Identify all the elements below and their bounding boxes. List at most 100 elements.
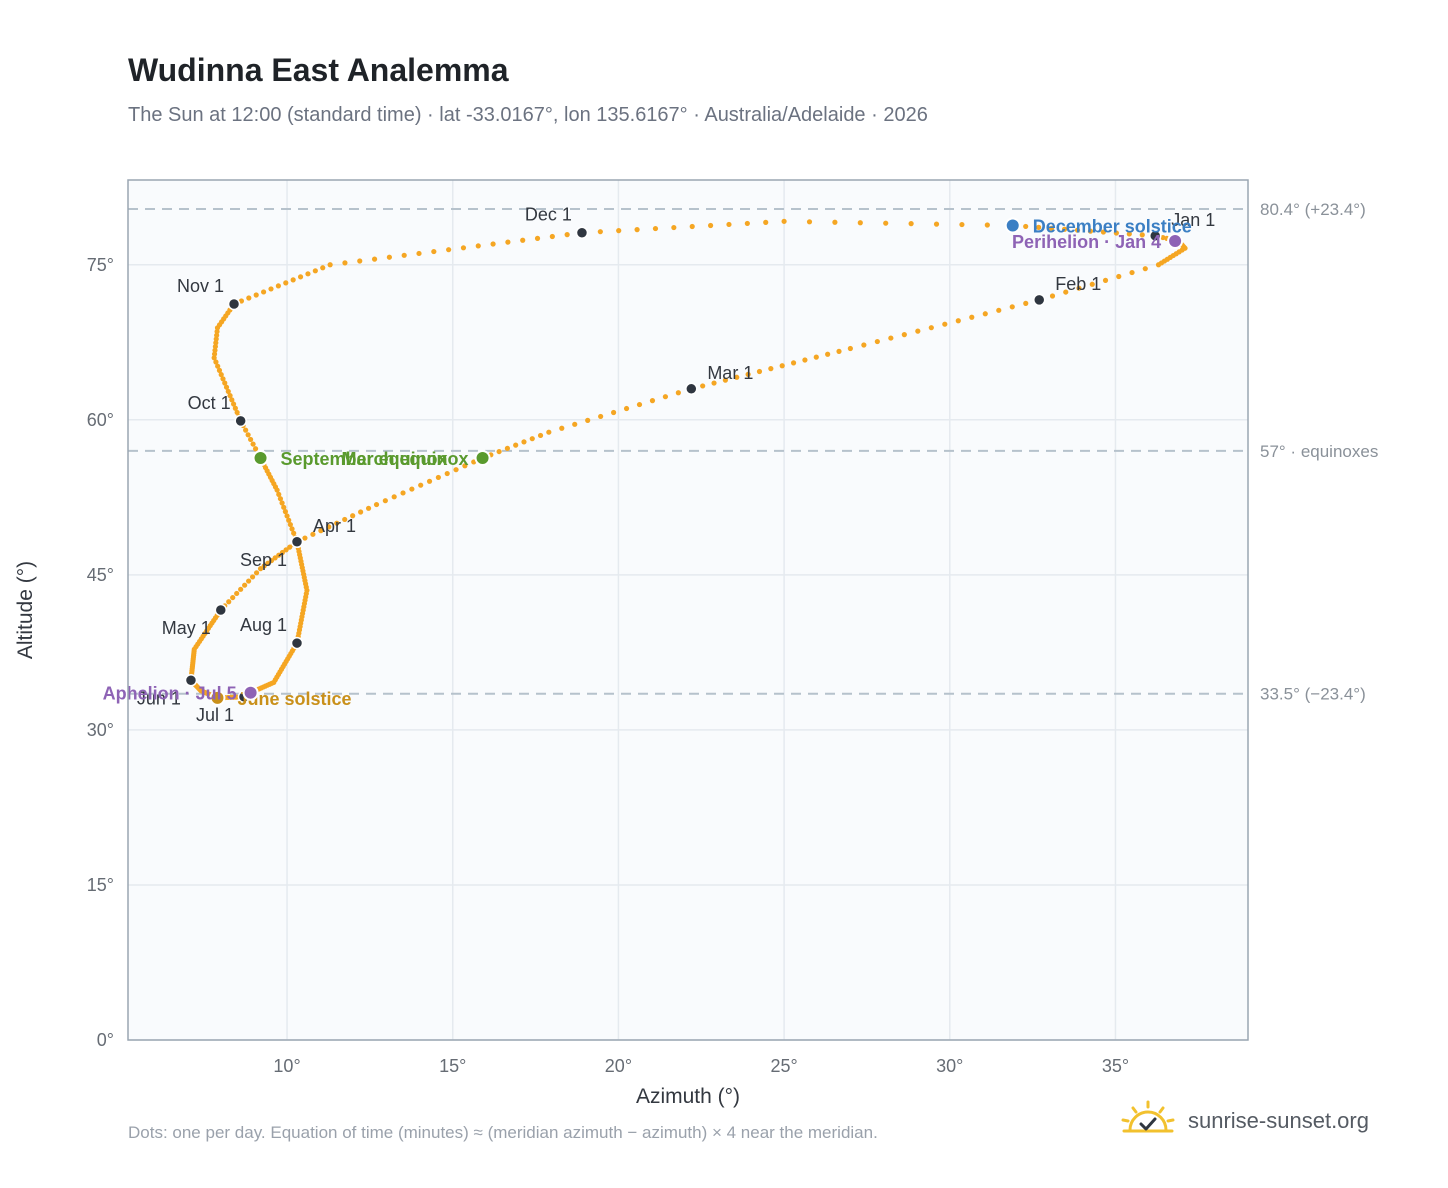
daily-sun-dot <box>1116 273 1122 280</box>
daily-sun-dot <box>745 371 751 378</box>
daily-sun-dot <box>1048 225 1055 231</box>
daily-sun-dot <box>490 241 496 247</box>
daily-sun-dot <box>213 340 219 346</box>
daily-sun-dot <box>942 321 948 327</box>
daily-sun-dot <box>418 482 424 488</box>
daily-sun-dot <box>636 401 643 408</box>
daily-sun-dot <box>763 219 769 225</box>
month-label: Jan 1 <box>1171 210 1215 230</box>
daily-sun-dot <box>933 221 940 227</box>
daily-sun-dot <box>1061 226 1068 232</box>
daily-sun-dot <box>572 421 578 427</box>
daily-sun-dot <box>357 258 363 264</box>
event-dot <box>252 450 269 467</box>
daily-sun-dot <box>213 359 219 365</box>
x-tick-label: 15° <box>439 1056 466 1076</box>
daily-sun-dot <box>1113 230 1119 236</box>
daily-sun-dot <box>358 509 364 515</box>
daily-sun-dot <box>426 478 433 484</box>
daily-sun-dot <box>212 347 218 353</box>
daily-sun-dot <box>475 243 481 249</box>
daily-sun-dot <box>1139 232 1145 238</box>
daily-sun-dot <box>901 332 907 338</box>
daily-sun-dot <box>253 570 260 576</box>
daily-sun-dot <box>211 351 218 357</box>
daily-sun-dot <box>1100 229 1107 235</box>
month-dot <box>1032 293 1046 307</box>
month-dot <box>575 226 589 239</box>
month-label: Mar 1 <box>707 363 753 383</box>
daily-sun-dot <box>874 338 880 345</box>
daily-sun-dot <box>559 425 565 431</box>
daily-sun-dot <box>216 367 223 373</box>
daily-sun-dot <box>261 289 267 295</box>
month-dot <box>1148 229 1162 243</box>
daily-sun-dot <box>768 366 774 372</box>
daily-sun-dot <box>1074 227 1081 233</box>
event-label: June solstice <box>237 689 351 709</box>
daily-sun-dot <box>283 547 289 553</box>
daily-sun-dot <box>342 516 348 523</box>
daily-sun-dot <box>246 578 252 584</box>
brand-name: sunrise-sunset.org <box>1188 1107 1369 1133</box>
daily-sun-dot <box>1142 266 1148 272</box>
daily-sun-dot <box>320 265 326 271</box>
y-tick-label: 0° <box>97 1030 114 1050</box>
daily-sun-dot <box>1129 269 1135 276</box>
daily-sun-dot <box>230 401 237 407</box>
daily-sun-dot <box>959 221 965 228</box>
daily-sun-dot <box>431 248 437 255</box>
daily-sun-dot <box>597 229 603 235</box>
daily-sun-dot <box>327 262 333 268</box>
daily-sun-dot <box>634 227 640 233</box>
daily-sun-dot <box>779 363 785 369</box>
daily-sun-dot <box>373 501 380 508</box>
daily-sun-dot <box>546 429 552 435</box>
daily-sun-dot <box>1126 231 1132 237</box>
daily-sun-dot <box>213 336 219 342</box>
event-label: Aphelion · Jul 5 <box>103 684 237 704</box>
daily-sun-dot <box>401 252 407 258</box>
daily-sun-dot <box>214 332 220 338</box>
x-tick-label: 20° <box>605 1056 632 1076</box>
daily-sun-dot <box>238 298 245 304</box>
y-axis-label: Altitude (°) <box>14 561 37 659</box>
daily-sun-dot <box>226 599 232 605</box>
daily-sun-dot <box>982 311 988 317</box>
daily-sun-dot <box>310 531 316 537</box>
daily-sun-dot <box>1036 224 1042 230</box>
daily-sun-dot <box>257 566 264 572</box>
axis-ticks: 10° 15° 20° 25° 30° 35° 0° 15° 30° 45° 60° 75° <box>87 255 1129 1076</box>
daily-sun-dot <box>722 377 728 383</box>
month-label: Dec 1 <box>525 205 572 225</box>
daily-sun-dot <box>1049 293 1056 299</box>
daily-sun-dot <box>707 222 714 229</box>
daily-sun-dot <box>283 280 289 286</box>
daily-sun-dot <box>520 237 526 243</box>
daily-sun-dot <box>297 274 304 280</box>
month-dot <box>290 535 304 549</box>
daily-sun-dot <box>700 383 706 389</box>
brand[interactable]: sunrise-sunset.org <box>1120 1100 1369 1141</box>
y-tick-label: 45° <box>87 565 114 585</box>
daily-sun-dot <box>365 505 372 511</box>
daily-sun-dot <box>277 496 284 502</box>
month-label: Jul 1 <box>196 705 234 725</box>
reference-line-label: 57° · equinoxes <box>1260 442 1378 461</box>
month-dot <box>685 382 698 396</box>
daily-sun-dot <box>969 314 975 320</box>
daily-sun-dot <box>652 225 659 232</box>
daily-sun-dot <box>284 513 290 519</box>
daily-sun-dot <box>326 524 332 530</box>
daily-sun-dot <box>222 380 228 386</box>
daily-sun-dot <box>888 335 894 341</box>
daily-sun-dot <box>287 521 293 528</box>
daily-sun-dot <box>928 325 934 331</box>
x-tick-label: 30° <box>936 1056 963 1076</box>
daily-sun-dot <box>1023 300 1029 306</box>
chart-subtitle: The Sun at 12:00 (standard time) · lat -… <box>128 104 928 126</box>
daily-sun-dot <box>955 318 961 324</box>
month-dot <box>184 674 198 687</box>
daily-sun-dot <box>861 342 867 348</box>
daily-sun-dot <box>549 233 555 240</box>
